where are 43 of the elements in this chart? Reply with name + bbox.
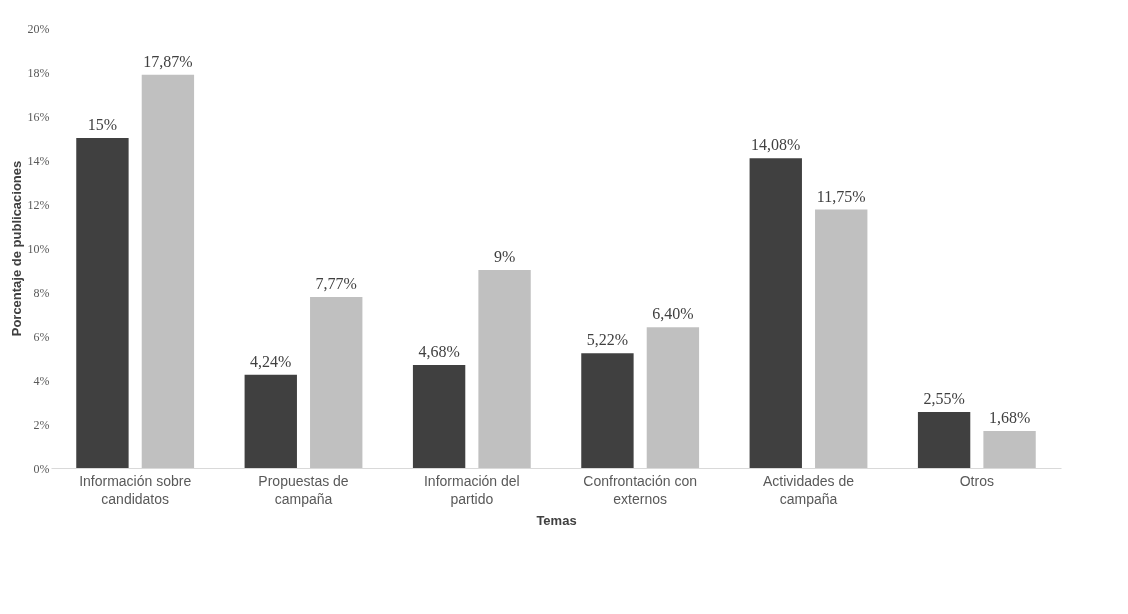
y-tick-label: 2% xyxy=(33,417,50,432)
y-tick-label: 8% xyxy=(33,285,50,300)
data-label: 5,22% xyxy=(586,331,629,349)
y-tick-label: 6% xyxy=(33,329,50,344)
x-axis-title: Temas xyxy=(536,512,577,528)
bar xyxy=(646,327,700,468)
data-label: 17,87% xyxy=(143,52,193,70)
data-label: 9% xyxy=(493,248,516,265)
y-tick-label: 14% xyxy=(27,153,50,168)
y-tick-label: 10% xyxy=(27,241,50,256)
data-label: 11,75% xyxy=(816,187,866,205)
data-label: 6,40% xyxy=(652,305,694,323)
data-label: 4,68% xyxy=(418,343,460,361)
bar xyxy=(412,365,466,468)
x-tick-label: Actividades de campaña xyxy=(762,472,855,507)
x-tick-label: Propuestas de campaña xyxy=(258,472,349,507)
data-label: 2,55% xyxy=(923,389,965,407)
y-tick-label: 20% xyxy=(27,21,50,36)
data-label: 14,08% xyxy=(751,136,801,154)
y-tick-label: 0% xyxy=(33,461,50,476)
data-label: 15% xyxy=(87,116,118,133)
y-axis-title: Porcentaje de publicaciones xyxy=(8,160,24,337)
data-label: 7,77% xyxy=(315,275,357,293)
bar xyxy=(141,74,195,468)
y-tick-label: 16% xyxy=(27,109,50,124)
x-tick-label: Confrontación con externos xyxy=(583,472,697,507)
x-tick-label: Información sobre candidatos xyxy=(79,472,192,507)
bar xyxy=(581,353,634,468)
data-label: 1,68% xyxy=(988,409,1031,427)
y-tick-label: 12% xyxy=(27,197,50,212)
y-tick-label: 18% xyxy=(27,65,50,80)
x-tick-label: Otros xyxy=(959,472,994,489)
bar xyxy=(76,138,129,468)
bar xyxy=(478,270,531,468)
bar xyxy=(815,209,868,468)
data-label: 4,24% xyxy=(250,352,292,370)
bar xyxy=(244,374,297,468)
bar xyxy=(310,297,363,468)
x-tick-label: Información del partido xyxy=(423,472,520,507)
bar xyxy=(749,158,802,468)
bar xyxy=(917,411,971,468)
bar xyxy=(983,431,1036,468)
y-tick-label: 4% xyxy=(33,373,50,388)
